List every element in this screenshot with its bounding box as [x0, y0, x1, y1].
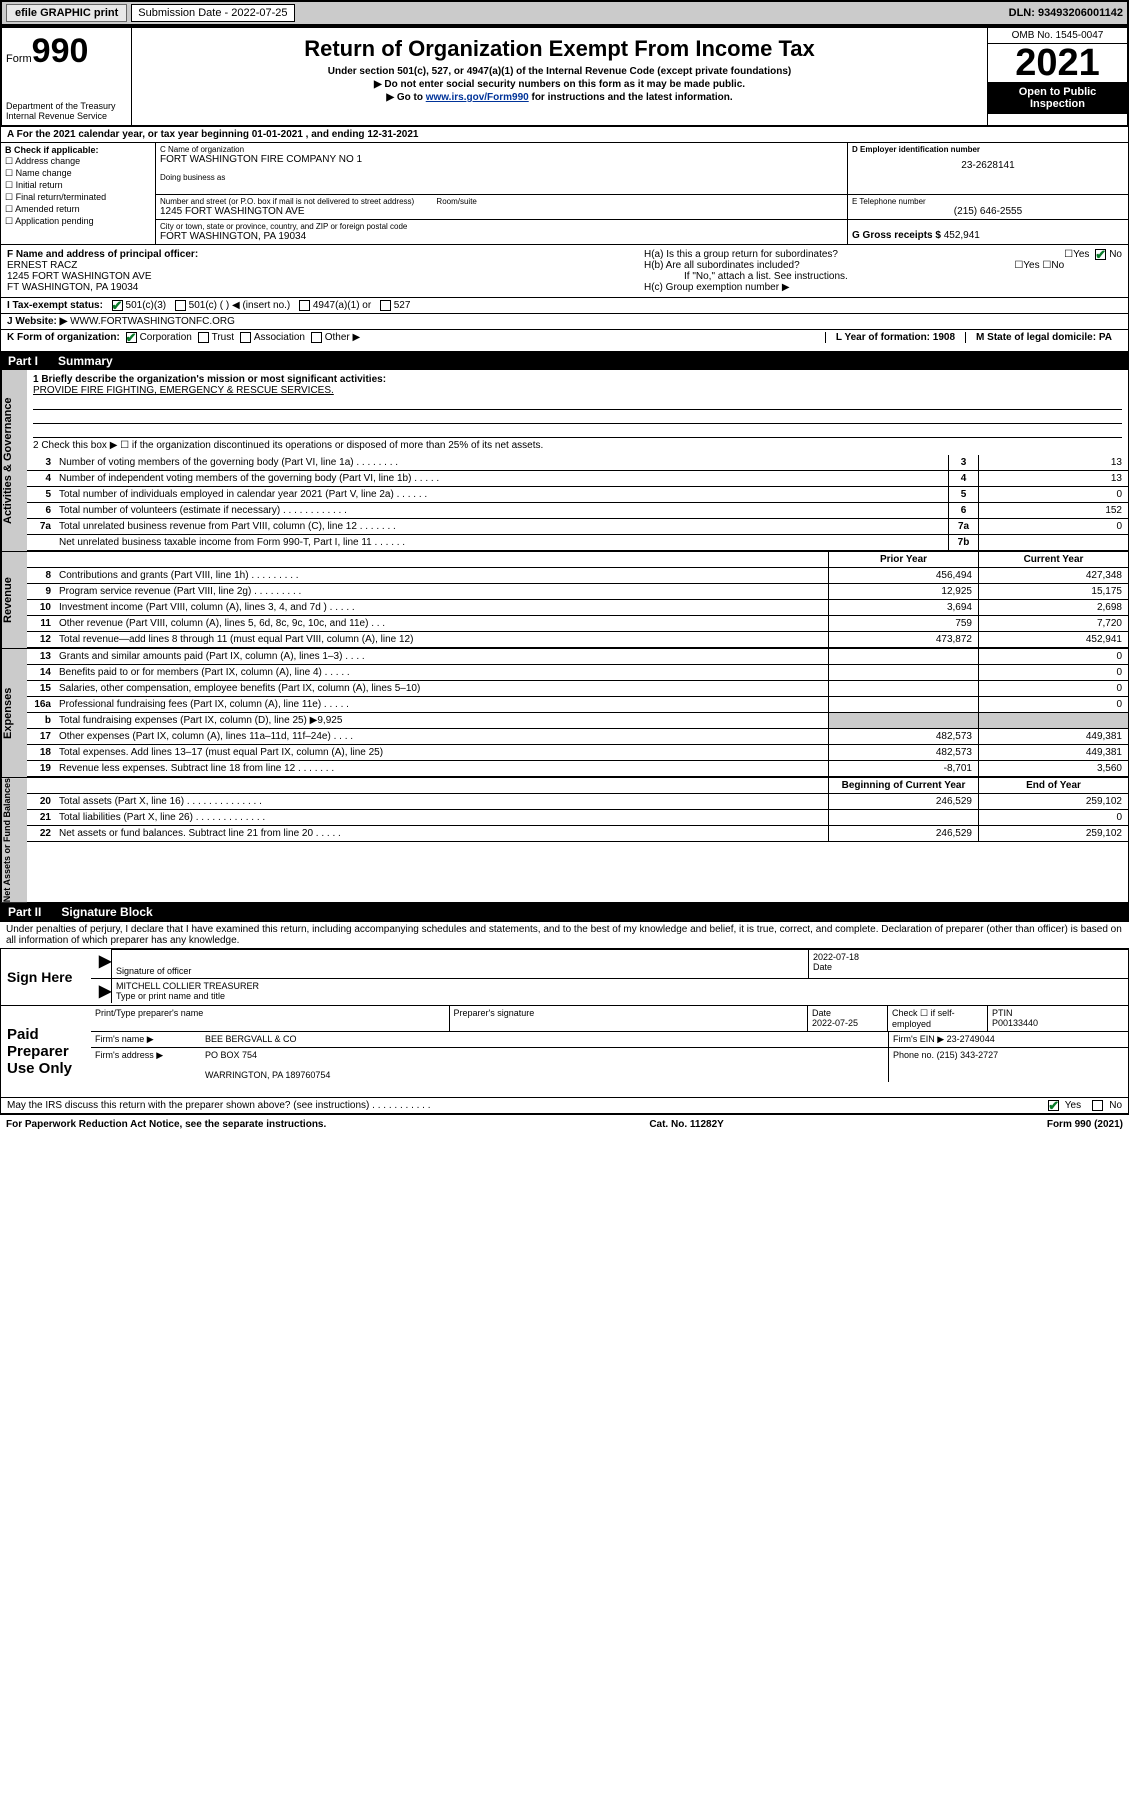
ein-label: D Employer identification number — [852, 145, 980, 154]
dln: DLN: 93493206001142 — [1009, 7, 1123, 19]
org-name-label: C Name of organization — [160, 145, 843, 154]
vtab-revenue: Revenue — [1, 552, 27, 648]
subtitle-3: ▶ Go to www.irs.gov/Form990 for instruct… — [142, 92, 977, 103]
org-name: FORT WASHINGTON FIRE COMPANY NO 1 — [160, 154, 843, 165]
firm-addr1: PO BOX 754 — [205, 1050, 257, 1060]
vtab-net-assets: Net Assets or Fund Balances — [1, 778, 27, 902]
submission-date: Submission Date - 2022-07-25 — [131, 4, 294, 22]
501c3-checkbox[interactable] — [112, 300, 123, 311]
form-prefix: Form — [6, 53, 32, 65]
efile-button[interactable]: efile GRAPHIC print — [6, 4, 127, 22]
discuss-yes-checkbox[interactable] — [1048, 1100, 1059, 1111]
corporation-checkbox[interactable] — [126, 332, 137, 343]
section-b-through-g: B Check if applicable: ☐ Address change … — [0, 143, 1129, 245]
firm-ein: 23-2749044 — [947, 1034, 995, 1044]
irs-link[interactable]: www.irs.gov/Form990 — [426, 92, 529, 103]
form-footer: For Paperwork Reduction Act Notice, see … — [0, 1114, 1129, 1134]
gross-receipts-label: G Gross receipts $ — [852, 230, 941, 241]
vtab-governance: Activities & Governance — [1, 370, 27, 551]
vtab-expenses: Expenses — [1, 649, 27, 777]
row-a-tax-year: A For the 2021 calendar year, or tax yea… — [0, 127, 1129, 143]
phone-value: (215) 646-2555 — [852, 206, 1124, 217]
prep-date: 2022-07-25 — [812, 1018, 858, 1028]
org-address: 1245 FORT WASHINGTON AVE — [160, 206, 843, 217]
sign-date: 2022-07-18 — [813, 952, 1124, 962]
part-1-header: Part ISummary — [0, 352, 1129, 370]
sign-here-block: Sign Here ▶ Signature of officer 2022-07… — [0, 948, 1129, 1006]
form-number: 990 — [32, 32, 89, 70]
part-2-header: Part IISignature Block — [0, 903, 1129, 921]
open-inspection: Open to Public Inspection — [988, 82, 1127, 114]
row-i-tax-status: I Tax-exempt status: 501(c)(3) 501(c) ( … — [0, 298, 1129, 314]
paid-preparer-block: Paid Preparer Use Only Print/Type prepar… — [0, 1006, 1129, 1098]
website-value: WWW.FORTWASHINGTONFC.ORG — [70, 316, 235, 327]
phone-label: E Telephone number — [852, 197, 1124, 206]
firm-addr2: WARRINGTON, PA 189760754 — [205, 1070, 330, 1080]
ein-value: 23-2628141 — [852, 154, 1124, 177]
box-b-checkboxes: B Check if applicable: ☐ Address change … — [1, 143, 156, 244]
signature-declaration: Under penalties of perjury, I declare th… — [0, 921, 1129, 948]
dba-label: Doing business as — [160, 173, 843, 182]
officer-addr1: 1245 FORT WASHINGTON AVE — [7, 271, 152, 282]
subtitle-1: Under section 501(c), 527, or 4947(a)(1)… — [142, 66, 977, 77]
tax-year: 2021 — [988, 44, 1127, 82]
topbar: efile GRAPHIC print Submission Date - 20… — [0, 0, 1129, 26]
row-k-form-org: K Form of organization: Corporation Trus… — [0, 330, 1129, 352]
ha-no-checkbox[interactable] — [1095, 249, 1106, 260]
officer-name: ERNEST RACZ — [7, 260, 77, 271]
org-city: FORT WASHINGTON, PA 19034 — [160, 231, 843, 242]
discuss-with-preparer: May the IRS discuss this return with the… — [0, 1098, 1129, 1114]
subtitle-2: ▶ Do not enter social security numbers o… — [142, 79, 977, 90]
form-header: Form990 Department of the Treasury Inter… — [0, 26, 1129, 127]
gross-receipts: 452,941 — [944, 230, 980, 241]
officer-addr2: FT WASHINGTON, PA 19034 — [7, 282, 138, 293]
firm-phone: (215) 343-2727 — [937, 1050, 999, 1060]
mission-text: PROVIDE FIRE FIGHTING, EMERGENCY & RESCU… — [33, 385, 1122, 396]
officer-print-name: MITCHELL COLLIER TREASURER — [116, 981, 1124, 991]
ptin: P00133440 — [992, 1018, 1038, 1028]
row-j-website: J Website: ▶ WWW.FORTWASHINGTONFC.ORG — [0, 314, 1129, 330]
dept-treasury: Department of the Treasury Internal Reve… — [6, 101, 127, 121]
section-f-h: F Name and address of principal officer:… — [0, 245, 1129, 298]
form-title: Return of Organization Exempt From Incom… — [142, 36, 977, 62]
firm-name: BEE BERGVALL & CO — [201, 1032, 888, 1047]
